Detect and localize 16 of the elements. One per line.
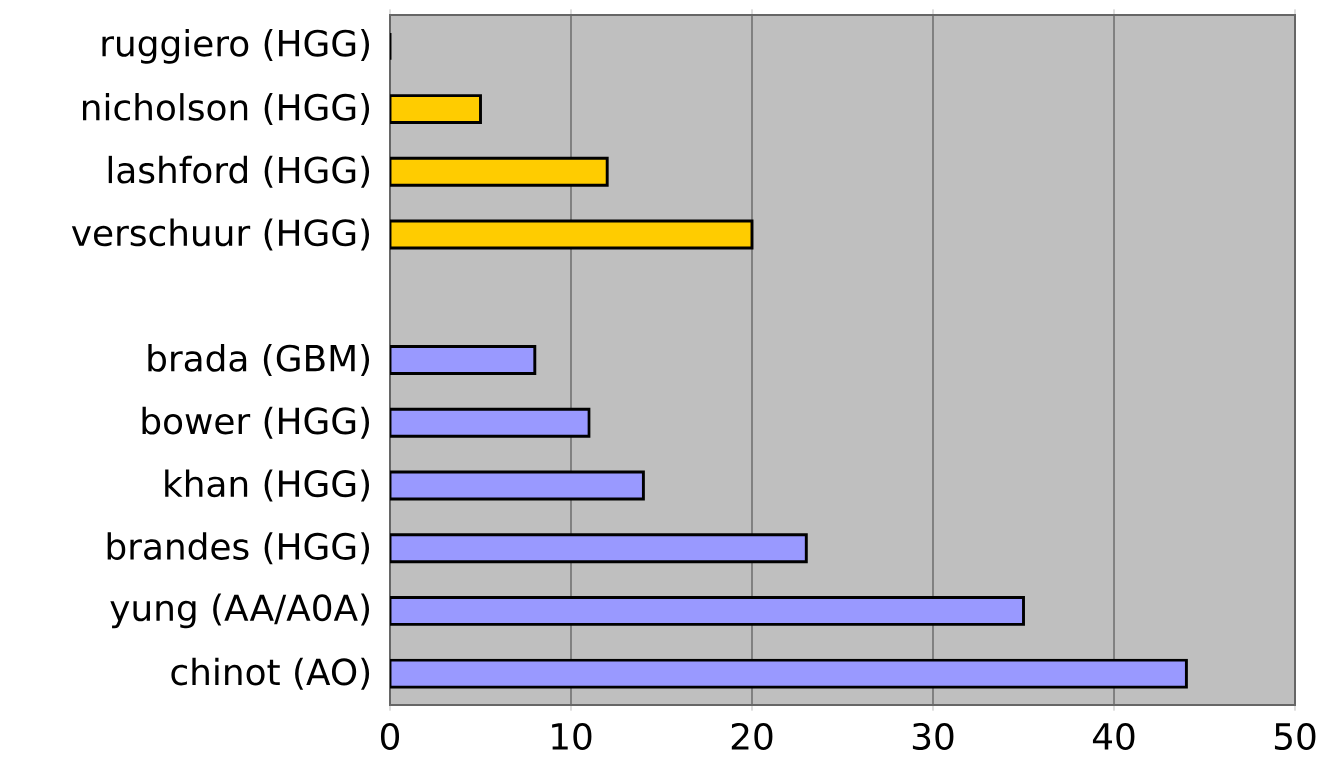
x-tick-label: 20 bbox=[731, 722, 773, 751]
y-tick-label: khan (HGG) bbox=[165, 469, 370, 502]
x-tick-label: 50 bbox=[1274, 722, 1316, 751]
y-tick-label: nicholson (HGG) bbox=[83, 93, 370, 126]
y-tick-label: yung (AA/A0A) bbox=[110, 593, 370, 629]
y-tick-label: ruggiero (HGG) bbox=[102, 29, 370, 64]
x-tick-label: 10 bbox=[552, 722, 592, 751]
y-tick-label: verschuur (HGG) bbox=[71, 218, 370, 251]
y-tick-label: bower (HGG) bbox=[142, 406, 370, 439]
y-tick-label: brada (GBM) bbox=[148, 344, 370, 376]
x-tick-label: 40 bbox=[1092, 722, 1135, 751]
y-tick-label: chinot (AO) bbox=[171, 657, 370, 690]
x-tick-label: 30 bbox=[912, 722, 954, 751]
x-tick-label: 0 bbox=[380, 722, 400, 751]
y-tick-label: lashford (HGG) bbox=[108, 155, 370, 188]
y-tick-label: brandes (HGG) bbox=[107, 532, 370, 565]
